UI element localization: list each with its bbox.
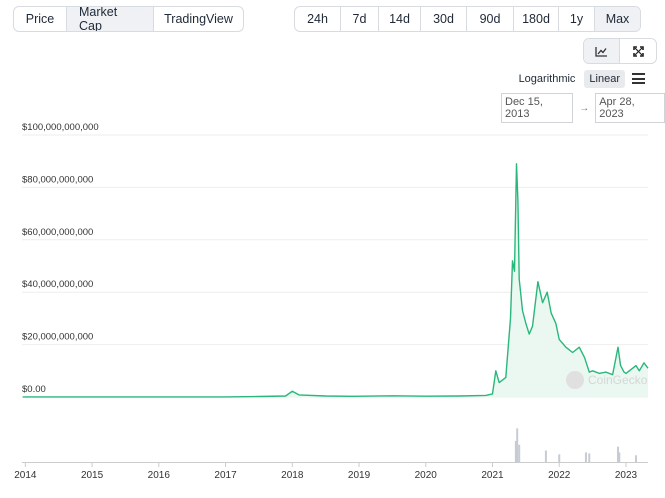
coingecko-watermark: CoinGecko xyxy=(566,371,648,389)
expand-icon[interactable] xyxy=(620,39,656,63)
y-tick-label: $100,000,000,000 xyxy=(22,122,99,133)
x-tick-label: 2017 xyxy=(214,470,237,481)
scale-linear[interactable]: Linear xyxy=(584,70,625,88)
coingecko-logo-icon xyxy=(566,371,584,389)
x-tick-label: 2019 xyxy=(348,470,371,481)
date-from-field[interactable]: Dec 15, 2013 xyxy=(501,93,574,123)
y-tick-label: $40,000,000,000 xyxy=(22,279,93,290)
y-tick-label: $60,000,000,000 xyxy=(22,227,93,238)
chart-type-tabs: Price Market Cap TradingView xyxy=(13,6,244,32)
arrow-right-icon: → xyxy=(579,102,590,114)
volume-bar xyxy=(518,444,521,462)
scale-logarithmic[interactable]: Logarithmic xyxy=(518,73,576,85)
date-to-field[interactable]: Apr 28, 2023 xyxy=(595,93,665,123)
volume-bar xyxy=(584,452,587,462)
volume-bar xyxy=(558,454,561,462)
watermark-text: CoinGecko xyxy=(588,373,648,387)
x-tick-label: 2021 xyxy=(481,470,504,481)
scale-toggle: Logarithmic Linear xyxy=(514,70,625,88)
tab-price[interactable]: Price xyxy=(14,7,67,31)
volume-bar xyxy=(634,455,637,462)
volume-bar xyxy=(588,453,591,462)
hamburger-menu-icon[interactable] xyxy=(632,73,645,84)
y-tick-label: $20,000,000,000 xyxy=(22,332,93,343)
view-toggle xyxy=(583,38,657,64)
x-tick-label: 2015 xyxy=(81,470,104,481)
x-tick-label: 2018 xyxy=(281,470,304,481)
range-14d[interactable]: 14d xyxy=(379,7,421,31)
y-tick-label: $0.00 xyxy=(22,384,46,395)
x-tick-label: 2016 xyxy=(148,470,171,481)
volume-bar xyxy=(616,446,619,462)
market-cap-area xyxy=(22,163,648,397)
x-tick-label: 2014 xyxy=(14,470,37,481)
volume-bar xyxy=(516,428,519,462)
range-180d[interactable]: 180d xyxy=(514,7,559,31)
volume-bar xyxy=(544,450,547,462)
range-7d[interactable]: 7d xyxy=(341,7,379,31)
volume-bar xyxy=(514,440,517,462)
x-tick-label: 2022 xyxy=(548,470,571,481)
tab-market-cap[interactable]: Market Cap xyxy=(67,7,154,31)
line-chart-icon[interactable] xyxy=(584,39,620,63)
market-cap-line xyxy=(22,163,649,398)
time-range-tabs: 24h 7d 14d 30d 90d 180d 1y Max xyxy=(294,6,641,32)
x-tick-label: 2020 xyxy=(415,470,438,481)
x-tick-label: 2023 xyxy=(615,470,638,481)
range-90d[interactable]: 90d xyxy=(467,7,514,31)
tab-tradingview[interactable]: TradingView xyxy=(164,12,233,26)
date-range: Dec 15, 2013 → Apr 28, 2023 xyxy=(501,93,665,123)
y-tick-label: $80,000,000,000 xyxy=(22,174,93,185)
range-30d[interactable]: 30d xyxy=(421,7,467,31)
range-max[interactable]: Max xyxy=(595,7,640,31)
volume-bar xyxy=(618,452,621,462)
range-1y[interactable]: 1y xyxy=(559,7,595,31)
range-24h[interactable]: 24h xyxy=(295,7,341,31)
